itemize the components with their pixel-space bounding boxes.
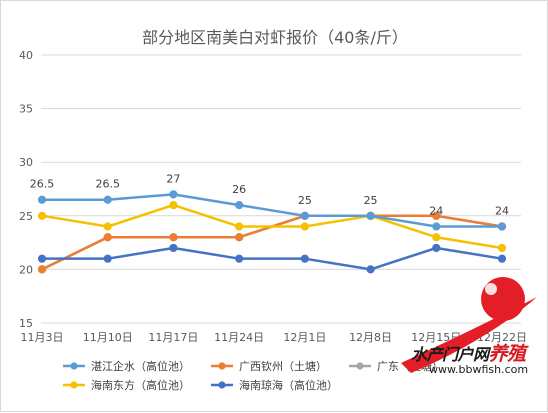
data-point xyxy=(103,222,112,231)
series-line xyxy=(41,214,503,271)
data-point xyxy=(497,243,507,253)
data-label: 26.5 xyxy=(30,178,55,191)
data-point xyxy=(235,254,244,263)
data-label: 25 xyxy=(364,194,378,207)
data-point xyxy=(497,222,507,231)
y-tick-label: 20 xyxy=(19,263,33,276)
watermark-brand: 水产门户网养殖 xyxy=(411,339,526,366)
data-point xyxy=(37,265,47,274)
y-tick-label: 15 xyxy=(19,317,33,330)
data-point xyxy=(432,222,441,231)
y-tick-label: 25 xyxy=(19,210,33,223)
data-point xyxy=(103,254,112,263)
legend-marker xyxy=(70,362,78,370)
legend-marker xyxy=(218,381,226,389)
data-label: 27 xyxy=(166,172,180,185)
data-point xyxy=(103,195,112,204)
legend-label: 海南东方（高位池） xyxy=(91,378,190,392)
x-tick-label: 12月1日 xyxy=(283,331,326,344)
data-point xyxy=(235,222,244,231)
legend-label: 湛江企水（高位池） xyxy=(91,359,190,373)
data-point xyxy=(37,254,47,263)
y-tick-label: 35 xyxy=(19,103,33,116)
watermark-brand-black: 水产门户网 xyxy=(411,345,489,364)
data-point xyxy=(497,254,507,263)
data-point xyxy=(235,233,244,242)
data-point xyxy=(37,195,47,204)
series-line xyxy=(41,203,503,250)
data-point xyxy=(37,211,47,220)
chart-title: 部分地区南美白对虾报价（40条/斤） xyxy=(142,28,408,47)
data-point xyxy=(300,222,309,231)
data-point xyxy=(300,254,309,263)
data-point xyxy=(432,243,441,253)
data-point xyxy=(169,190,178,199)
data-point xyxy=(432,233,441,242)
legend: 湛江企水（高位池）广西钦州（土塘）广东（土塘）海南东方（高位池）海南琼海（高位池… xyxy=(63,359,443,392)
data-labels: 26.5 26.5 27 26 25 25 24 24 xyxy=(30,172,509,217)
watermark-url: www.bbwfish.com xyxy=(429,363,529,376)
legend-marker xyxy=(218,362,226,370)
data-point xyxy=(169,233,178,242)
x-axis-ticks: 11月3日 11月10日 11月17日 11月24日 12月1日 12月8日 12月15日 1… xyxy=(21,331,528,344)
x-tick-label: 11月24日 xyxy=(214,331,264,344)
data-point xyxy=(169,243,178,253)
legend-marker xyxy=(70,381,78,389)
data-point xyxy=(432,211,441,220)
series-line xyxy=(41,214,503,271)
y-tick-label: 40 xyxy=(19,49,33,62)
x-tick-label: 11月3日 xyxy=(21,331,64,344)
y-axis-ticks: 15 20 25 30 35 40 xyxy=(19,49,33,330)
x-tick-label: 11月10日 xyxy=(83,331,133,344)
data-label: 24 xyxy=(429,205,443,218)
y-tick-label: 30 xyxy=(19,156,33,169)
legend-label: 海南琼海（高位池） xyxy=(239,378,338,392)
legend-marker xyxy=(356,362,364,370)
data-point xyxy=(366,265,375,274)
legend-label: 广西钦州（土塘） xyxy=(239,359,327,373)
data-point xyxy=(103,233,112,242)
data-label: 25 xyxy=(298,194,312,207)
data-point xyxy=(366,211,375,220)
data-label: 26 xyxy=(232,183,246,196)
series-line xyxy=(42,193,502,228)
x-tick-label: 11月17日 xyxy=(148,331,198,344)
data-point xyxy=(300,211,309,220)
x-tick-label: 12月22日 xyxy=(477,331,527,344)
series-line xyxy=(42,246,503,271)
data-point xyxy=(169,200,178,210)
watermark-brand-red: 养殖 xyxy=(488,343,527,365)
series-lines xyxy=(37,190,507,274)
data-label: 24 xyxy=(495,205,509,218)
data-point xyxy=(235,200,244,210)
watermark-logo-shape xyxy=(401,277,537,373)
data-label: 26.5 xyxy=(95,178,120,191)
x-tick-label: 12月8日 xyxy=(349,331,392,344)
